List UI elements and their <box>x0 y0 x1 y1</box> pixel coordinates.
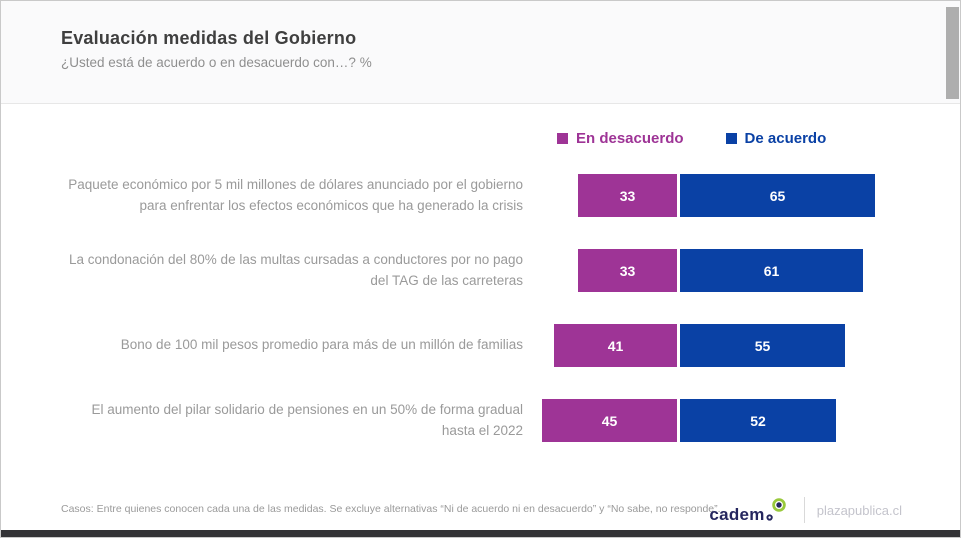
bar-row: Bono de 100 mil pesos promedio para más … <box>61 324 960 367</box>
bar-value: 65 <box>769 187 786 204</box>
chart-legend: En desacuerdo De acuerdo <box>557 130 960 147</box>
bar-value: 52 <box>750 412 766 429</box>
bar-value: 33 <box>619 262 636 279</box>
bar-disagree: 41 <box>554 324 677 367</box>
legend-item-disagree: En desacuerdo <box>557 130 684 147</box>
bar-agree: 52 <box>680 399 836 442</box>
bar-agree: 55 <box>680 324 845 367</box>
footnote: Casos: Entre quienes conocen cada una de… <box>61 503 721 515</box>
bar-pair: 33 65 <box>539 174 875 217</box>
bar-agree: 65 <box>680 174 875 217</box>
legend-label-disagree: En desacuerdo <box>576 130 684 147</box>
bar-disagree: 45 <box>542 399 677 442</box>
category-label: Bono de 100 mil pesos promedio para más … <box>120 337 523 353</box>
bar-disagree: 33 <box>578 174 677 217</box>
bar-value: 33 <box>619 187 636 204</box>
scrollbar-thumb[interactable] <box>946 7 959 99</box>
legend-swatch-agree-icon <box>725 133 737 144</box>
category-label: La condonación del 80% de las multas cur… <box>68 251 523 288</box>
site-label: plazapublica.cl <box>816 502 902 518</box>
legend-item-agree: De acuerdo <box>725 130 827 147</box>
brand-divider <box>803 497 805 523</box>
category-label: El aumento del pilar solidario de pensio… <box>91 401 523 438</box>
bar-pair: 33 61 <box>539 249 863 292</box>
bar-pair: 45 52 <box>539 399 836 442</box>
window-bottom-edge <box>1 530 960 537</box>
cadem-logo: cadem <box>709 497 789 523</box>
header: Evaluación medidas del Gobierno ¿Usted e… <box>1 1 960 104</box>
cadem-logo-icon <box>766 498 786 521</box>
bar-value: 55 <box>754 337 771 354</box>
legend-label-agree: De acuerdo <box>744 130 827 147</box>
bar-row: La condonación del 80% de las multas cur… <box>61 249 960 292</box>
bar-value: 41 <box>607 337 624 354</box>
bar-value: 45 <box>601 412 618 429</box>
bar-row: El aumento del pilar solidario de pensio… <box>61 399 960 442</box>
legend-swatch-disagree-icon <box>557 133 568 144</box>
bar-row: Paquete económico por 5 mil millones de … <box>61 174 960 217</box>
bar-value: 61 <box>763 262 780 279</box>
category-label: Paquete económico por 5 mil millones de … <box>68 176 523 213</box>
page-title: Evaluación medidas del Gobierno <box>61 28 357 48</box>
bar-disagree: 33 <box>578 249 677 292</box>
bar-agree: 61 <box>680 249 863 292</box>
brand-area: cadem plazapublica.cl <box>709 497 902 523</box>
cadem-logo-text: cadem <box>709 505 765 524</box>
bar-pair: 41 55 <box>539 324 845 367</box>
page-subtitle: ¿Usted está de acuerdo o en desacuerdo c… <box>61 55 372 70</box>
bar-chart: Paquete económico por 5 mil millones de … <box>1 174 960 442</box>
